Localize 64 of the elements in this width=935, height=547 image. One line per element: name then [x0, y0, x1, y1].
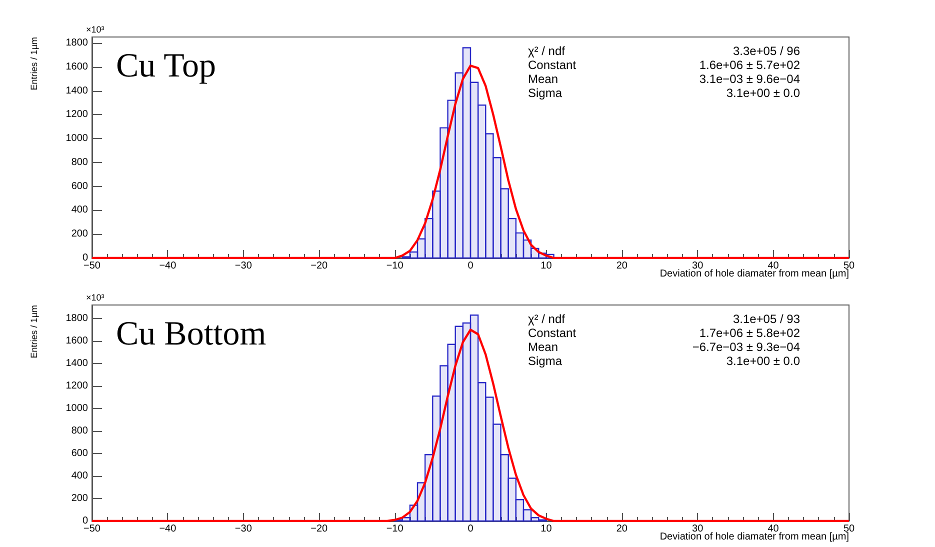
- annotation: 3.1e+00 ± 0.0: [726, 354, 800, 368]
- annotation: Constant: [528, 326, 577, 340]
- y-tick-label: 1200: [66, 109, 88, 120]
- y-tick-label: 600: [71, 180, 88, 192]
- x-tick-label: −50: [84, 260, 101, 272]
- annotation: Constant: [528, 58, 577, 72]
- x-tick-label: −50: [84, 524, 101, 534]
- x-tick-label: 0: [468, 524, 474, 534]
- x-tick-label: 10: [540, 524, 552, 534]
- annotation: 3.1e+00 ± 0.0: [726, 86, 800, 100]
- x-tick-label: −40: [159, 260, 177, 272]
- x-tick-label: −10: [386, 260, 404, 272]
- annotation: χ² / ndf: [528, 44, 566, 58]
- y-tick-label: 200: [71, 228, 88, 240]
- x-tick-label: 20: [616, 524, 628, 534]
- annotation: 1.7e+06 ± 5.8e+02: [699, 326, 800, 340]
- x-tick-label: −30: [234, 524, 252, 534]
- annotation: χ² / ndf: [528, 312, 566, 326]
- annotation: Cu Bottom: [116, 316, 266, 352]
- x-tick-label: −20: [310, 524, 328, 534]
- y-tick-label: 0: [82, 252, 88, 264]
- annotation: Cu Top: [116, 48, 216, 84]
- y-tick-label: 400: [71, 470, 88, 482]
- x-tick-label: 30: [692, 524, 704, 534]
- y-tick-label: 800: [71, 156, 88, 168]
- annotation: 3.3e+05 / 96: [732, 44, 800, 58]
- x-tick-label: 40: [768, 260, 780, 272]
- annotation: Sigma: [528, 354, 562, 368]
- text: ×10³: [86, 292, 104, 302]
- y-tick-label: 0: [82, 516, 88, 526]
- annotation: −6.7e−03 ± 9.3e−04: [692, 340, 800, 354]
- annotation: 3.1e−03 ± 9.6e−04: [699, 72, 800, 86]
- x-tick-label: −30: [234, 260, 252, 272]
- y-tick-label: 200: [71, 493, 88, 504]
- y-tick-label: 1600: [66, 336, 88, 346]
- x-axis-title: Deviation of hole diamater from mean [µm]: [660, 532, 850, 542]
- y-axis-title: Entries / 1µm: [29, 37, 39, 90]
- x-tick-label: −10: [386, 524, 404, 534]
- y-tick-label: 400: [71, 204, 88, 216]
- x-tick-label: 40: [768, 524, 780, 534]
- y-tick-label: 1000: [66, 133, 88, 144]
- y-tick-label: 1800: [66, 37, 88, 48]
- annotation: 1.6e+06 ± 5.7e+02: [699, 58, 800, 72]
- y-tick-label: 600: [71, 448, 88, 459]
- text: ×10³: [86, 24, 104, 34]
- x-axis-title: Deviation of hole diamater from mean [µm]: [660, 268, 850, 280]
- y-tick-label: 1400: [66, 85, 88, 96]
- y-tick-label: 1800: [66, 313, 88, 324]
- x-tick-label: 0: [468, 260, 474, 272]
- y-tick-label: 1400: [66, 358, 88, 369]
- x-tick-label: −20: [310, 260, 328, 272]
- x-tick-label: 10: [540, 260, 552, 272]
- x-tick-label: 20: [616, 260, 628, 272]
- x-tick-label: 30: [692, 260, 704, 272]
- y-tick-label: 800: [71, 426, 88, 436]
- annotation: Mean: [528, 72, 558, 86]
- y-tick-label: 1200: [66, 380, 88, 392]
- annotation: Sigma: [528, 86, 562, 100]
- annotation: 3.1e+05 / 93: [732, 312, 800, 326]
- y-tick-label: 1600: [66, 61, 88, 72]
- annotation: Mean: [528, 340, 558, 354]
- y-tick-label: 1000: [66, 403, 88, 414]
- y-axis-title: Entries / 1µm: [29, 305, 39, 358]
- x-tick-label: −40: [159, 524, 177, 534]
